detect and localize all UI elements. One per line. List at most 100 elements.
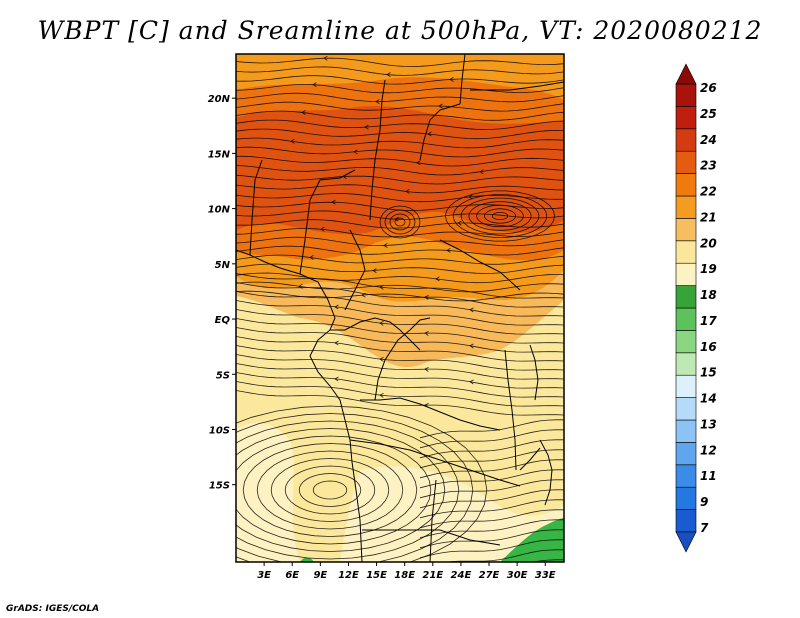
colorbar-label: 11 bbox=[700, 469, 717, 483]
streamline bbox=[419, 539, 564, 559]
streamline bbox=[236, 372, 564, 399]
streamline bbox=[298, 473, 362, 507]
longitude-axis: 3E 6E 9E 12E 15E 18E 21E 24E 27E 30E 33E bbox=[257, 562, 556, 581]
streamline bbox=[236, 413, 474, 562]
streamline bbox=[236, 174, 564, 185]
colorbar-swatch bbox=[675, 464, 697, 488]
streamline-arrow bbox=[379, 284, 384, 290]
streamline-arrow bbox=[320, 226, 325, 232]
colorbar-swatch bbox=[675, 106, 697, 130]
map-title: WBPT [C] and Sreamline at 500hPa, VT: 20… bbox=[37, 16, 763, 45]
colorbar-label: 23 bbox=[700, 159, 717, 173]
streamline bbox=[236, 236, 564, 247]
lat-tick-label: EQ bbox=[215, 315, 231, 326]
map-panel bbox=[236, 54, 564, 562]
streamline bbox=[236, 336, 564, 363]
colorbar-label: 17 bbox=[700, 314, 717, 328]
streamline bbox=[236, 363, 564, 390]
streamline-arrow bbox=[379, 320, 384, 326]
colorbar-label: 13 bbox=[700, 417, 717, 431]
colorbar-swatch bbox=[675, 285, 697, 309]
colorbar-swatch bbox=[675, 173, 697, 197]
streamline bbox=[389, 213, 411, 231]
wbpt-field-17-18-small bbox=[300, 557, 314, 562]
streamline bbox=[468, 201, 532, 231]
streamline bbox=[236, 290, 564, 302]
streamline-arrow bbox=[334, 376, 339, 382]
streamline-arrow bbox=[427, 131, 432, 137]
streamline bbox=[419, 489, 564, 509]
colorbar-swatch bbox=[675, 83, 697, 107]
streamline bbox=[444, 549, 564, 562]
streamline bbox=[236, 146, 564, 158]
streamline bbox=[236, 420, 460, 560]
streamline bbox=[476, 204, 524, 228]
colorbar-swatch bbox=[675, 307, 697, 331]
streamline-arrow bbox=[457, 220, 462, 226]
colorbar-label: 25 bbox=[700, 107, 717, 121]
streamline bbox=[236, 381, 564, 408]
country-boundaries bbox=[236, 54, 564, 562]
streamline bbox=[384, 209, 416, 235]
streamline-arrow bbox=[424, 367, 429, 372]
lat-tick-label: 10N bbox=[208, 205, 231, 216]
colorbar-label: 7 bbox=[700, 521, 709, 535]
streamline bbox=[236, 128, 564, 140]
streamline-arrow bbox=[379, 392, 384, 398]
lon-tick-label: 21E bbox=[422, 570, 443, 581]
streamline bbox=[419, 439, 564, 459]
streamline bbox=[419, 519, 564, 539]
colorbar-label: 20 bbox=[700, 236, 717, 250]
streamline-arrow bbox=[312, 82, 317, 88]
colorbar-swatch bbox=[675, 330, 697, 354]
lat-tick-label: 20N bbox=[208, 94, 231, 105]
streamline-arrow bbox=[405, 188, 410, 194]
streamline bbox=[236, 428, 446, 552]
streamline bbox=[491, 212, 509, 220]
streamline-arrow bbox=[386, 72, 391, 78]
colorbar-label: 19 bbox=[700, 262, 717, 276]
colorbar-label: 22 bbox=[700, 185, 717, 199]
streamline bbox=[236, 291, 564, 318]
streamline bbox=[419, 429, 564, 449]
colorbar-swatch bbox=[675, 509, 697, 533]
streamline bbox=[236, 327, 564, 354]
colorbar-label: 26 bbox=[700, 81, 717, 95]
streamline-arrow bbox=[375, 99, 380, 104]
lon-tick-label: 6E bbox=[285, 570, 299, 581]
streamline-arrow bbox=[479, 169, 484, 175]
colorbar-swatch bbox=[675, 374, 697, 398]
colorbar-max-arrow bbox=[675, 63, 697, 85]
streamline bbox=[379, 205, 421, 239]
colorbar-swatch bbox=[675, 419, 697, 443]
streamline-arrow bbox=[424, 331, 429, 336]
streamline-arrow bbox=[438, 103, 443, 109]
lon-tick-label: 12E bbox=[338, 570, 359, 581]
streamline bbox=[236, 345, 564, 372]
lon-tick-label: 33E bbox=[535, 570, 556, 581]
streamline bbox=[236, 119, 564, 130]
colorbar-label: 16 bbox=[700, 340, 717, 354]
streamline bbox=[236, 92, 564, 103]
streamline-arrow bbox=[469, 343, 474, 349]
streamline bbox=[394, 217, 406, 227]
lat-tick-label: 5S bbox=[216, 370, 230, 381]
streamline bbox=[419, 419, 564, 439]
streamline-arrow bbox=[334, 340, 339, 346]
streamline-arrow bbox=[469, 379, 474, 385]
lon-tick-label: 18E bbox=[394, 570, 415, 581]
streamline bbox=[236, 282, 564, 309]
colorbar-label: 14 bbox=[700, 392, 717, 406]
streamline-arrow bbox=[372, 268, 377, 273]
streamline-arrow bbox=[379, 356, 384, 362]
streamline bbox=[236, 110, 564, 121]
lat-tick-label: 5N bbox=[215, 260, 231, 271]
streamline bbox=[419, 469, 564, 489]
lon-tick-label: 24E bbox=[451, 570, 472, 581]
streamline bbox=[236, 272, 564, 284]
streamline bbox=[460, 197, 540, 235]
streamline bbox=[419, 459, 564, 479]
lon-tick-label: 15E bbox=[366, 570, 387, 581]
streamline bbox=[236, 75, 564, 85]
